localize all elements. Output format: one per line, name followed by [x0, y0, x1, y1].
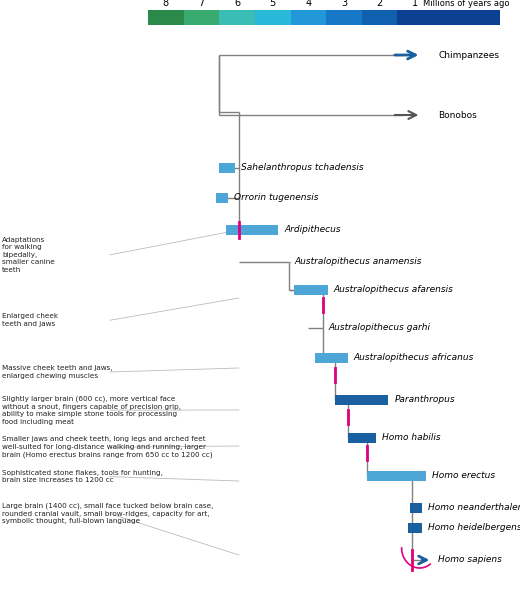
Bar: [397, 10, 433, 25]
Text: Enlarged cheek
teeth and jaws: Enlarged cheek teeth and jaws: [2, 314, 58, 327]
Bar: [294, 285, 328, 295]
Text: Australopithecus garhi: Australopithecus garhi: [329, 323, 431, 332]
Text: Australopithecus africanus: Australopithecus africanus: [354, 354, 474, 362]
Text: 5: 5: [269, 0, 276, 8]
Text: Homo sapiens: Homo sapiens: [438, 556, 502, 564]
Text: Australopithecus afarensis: Australopithecus afarensis: [334, 285, 454, 295]
Bar: [408, 523, 422, 533]
Text: Smaller jaws and cheek teeth, long legs and arched feet
well-suited for long-dis: Smaller jaws and cheek teeth, long legs …: [2, 437, 213, 458]
Bar: [148, 10, 184, 25]
Bar: [291, 10, 326, 25]
Text: Homo habilis: Homo habilis: [382, 434, 440, 442]
Bar: [347, 433, 376, 443]
Text: Ardipithecus: Ardipithecus: [284, 226, 341, 234]
Text: Paranthropus: Paranthropus: [395, 395, 455, 404]
Bar: [226, 225, 278, 235]
Text: Massive cheek teeth and jaws,
enlarged chewing muscles: Massive cheek teeth and jaws, enlarged c…: [2, 365, 113, 379]
Text: 7: 7: [198, 0, 204, 8]
Text: 4: 4: [305, 0, 311, 8]
Text: Homo erectus: Homo erectus: [432, 472, 495, 481]
Text: Australopithecus anamensis: Australopithecus anamensis: [295, 257, 422, 267]
Text: Bonobos: Bonobos: [438, 110, 477, 120]
Text: Homo neanderthalensis: Homo neanderthalensis: [428, 503, 520, 512]
Text: 1: 1: [412, 0, 418, 8]
Text: Chimpanzees: Chimpanzees: [438, 51, 499, 60]
Bar: [219, 10, 255, 25]
Text: 6: 6: [234, 0, 240, 8]
Bar: [316, 353, 347, 363]
Bar: [362, 10, 397, 25]
Text: Adaptations
for walking
bipedally,
smaller canine
teeth: Adaptations for walking bipedally, small…: [2, 237, 55, 273]
Text: 2: 2: [376, 0, 383, 8]
Text: Sophisticated stone flakes, tools for hunting,
brain size increases to 1200 cc: Sophisticated stone flakes, tools for hu…: [2, 470, 163, 483]
Bar: [433, 10, 500, 25]
Bar: [219, 163, 235, 173]
Text: Orrorin tugenensis: Orrorin tugenensis: [234, 193, 319, 203]
Bar: [216, 193, 228, 203]
Bar: [255, 10, 291, 25]
Text: Sahelanthropus tchadensis: Sahelanthropus tchadensis: [241, 163, 364, 173]
Text: Homo heidelbergensis: Homo heidelbergensis: [428, 523, 520, 533]
Text: Slightly larger brain (600 cc), more vertical face
without a snout, fingers capa: Slightly larger brain (600 cc), more ver…: [2, 396, 181, 425]
Bar: [367, 471, 426, 481]
Text: 8: 8: [163, 0, 169, 8]
Text: Millions of years ago: Millions of years ago: [423, 0, 510, 8]
Bar: [184, 10, 219, 25]
Text: Large brain (1400 cc), small face tucked below brain case,
rounded cranial vault: Large brain (1400 cc), small face tucked…: [2, 503, 213, 525]
Bar: [335, 395, 388, 405]
Bar: [326, 10, 362, 25]
Bar: [410, 503, 422, 513]
Text: 3: 3: [341, 0, 347, 8]
